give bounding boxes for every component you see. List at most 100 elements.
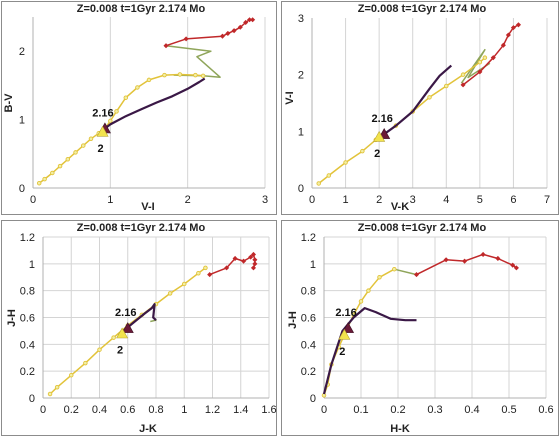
y-tick-label: 0.6 [20,313,35,325]
data-point-yellow [54,385,60,390]
y-tick-label: 0.4 [301,339,316,351]
chart-title: Z=0.008 t=1Gyr 2.174 Mo [358,3,487,15]
x-tick-label: 1.2 [205,404,220,416]
data-point-yellow [57,163,63,169]
marker-label-2-16: 2.16 [115,307,136,319]
x-tick-label: 6 [510,194,516,206]
y-tick-label: 0.6 [301,313,316,325]
data-point-red [250,251,257,257]
data-point-yellow [135,85,140,90]
data-point-yellow [200,73,206,79]
data-point-yellow [123,95,129,100]
y-axis-label: B-V [3,93,15,113]
x-tick-label: 0.6 [120,404,135,416]
y-tick-label: 0.4 [20,339,35,351]
y-axis-label: J-H [6,309,18,327]
data-point-yellow [50,170,55,176]
data-point-yellow [358,299,364,304]
data-point-yellow [477,59,483,65]
x-tick-label: 0.2 [64,404,79,416]
chart-panel: 0 1 2 3 4 5 6 7 0 1 2 3 Z=0.008 t=1Gyr 2.174 Mo V-K V-… [281,1,559,215]
data-point-red [462,258,468,264]
data-point-red [513,265,519,271]
marker-label-2-16: 2.16 [371,113,392,125]
marker-label-2-16: 2.16 [335,307,356,319]
series-line-dark [322,307,417,395]
data-point-yellow [444,83,449,89]
x-tick-label: 0 [30,194,36,206]
data-point-red [250,265,257,271]
y-tick-label: 2 [19,46,25,58]
data-point-yellow [47,391,53,397]
marker-label-2: 2 [374,148,380,160]
y-axis-label: J-H [287,311,299,329]
data-point-yellow [83,360,88,366]
y-tick-label: 0.8 [20,286,35,298]
chart-title: Z=0.008 t=1Gyr 2.174 Mo [77,3,206,15]
y-tick-label: 0 [29,393,35,405]
marker-label-2: 2 [339,346,345,358]
chart-panel: 0 1 2 3 0 1 2 Z=0.008 t=1Gyr 2.174 Mo V-I B-V 2.16… [1,1,277,215]
y-tick-label: 1 [19,115,25,127]
x-tick-label: 0.8 [148,404,163,416]
chart-title: Z=0.008 t=1Gyr 2.174 Mo [358,222,487,234]
x-tick-label: 1 [343,194,349,206]
series-line-dark [381,64,453,137]
x-tick-label: 3 [410,194,416,206]
data-point-yellow [68,372,74,378]
data-point-red [183,36,189,42]
x-tick-label: 7 [544,194,550,206]
y-tick-label: 1.2 [301,232,316,244]
data-point-yellow [377,275,382,280]
marker-triangle-2-16 [342,322,355,333]
y-tick-label: 1 [29,259,35,271]
series-line-olive [394,268,417,276]
panel-frame [1,1,277,215]
y-tick-label: 0.2 [301,366,316,378]
data-point-yellow [366,288,371,293]
data-point-yellow [111,335,116,340]
data-point-yellow [81,143,86,148]
y-tick-label: 0 [19,183,25,195]
y-axis-label: V-I [284,91,296,104]
y-tick-label: 2 [298,70,304,82]
x-axis-label: V-I [141,201,154,213]
x-tick-label: 0.6 [538,404,553,416]
data-point-yellow [88,136,94,142]
x-tick-label: 4 [443,194,449,206]
data-point-red [413,272,420,278]
chart-panel: 0 0.1 0.2 0.3 0.4 0.5 0.6 0 0.2 0.4 0.6 0.8 1 1.2 Z=0.… [281,220,559,436]
data-point-red [232,255,238,262]
data-point-yellow [343,160,348,165]
data-point-yellow [326,173,332,178]
data-point-yellow [360,148,365,154]
x-tick-label: 0 [321,404,327,416]
data-point-yellow [196,270,201,276]
y-tick-label: 1 [298,126,304,138]
data-point-yellow [65,157,71,162]
data-point-yellow [316,181,321,186]
x-tick-label: 0 [309,194,315,206]
panel-frame [281,220,559,436]
data-point-red [500,42,506,48]
data-point-yellow [146,77,152,83]
data-point-yellow [97,347,102,352]
chart-panel: 0 0.2 0.4 0.6 0.8 1 1.2 1.4 1.6 0 0.2 0.4 0.6 0.8 1 1.2… [1,220,277,436]
y-tick-label: 1.2 [20,232,35,244]
y-tick-label: 0.2 [20,366,35,378]
y-tick-label: 3 [298,13,304,25]
data-point-red [237,24,243,30]
x-tick-label: 0.3 [427,404,442,416]
marker-triangle-2-16 [121,322,134,333]
data-point-yellow [177,72,183,77]
marker-triangle-2 [373,130,386,142]
data-point-red [443,257,449,263]
x-axis-label: V-K [391,201,409,213]
data-point-yellow [203,265,208,271]
x-tick-label: 1 [107,194,113,206]
marker-label-2: 2 [117,345,123,357]
data-point-red [510,262,516,268]
x-tick-label: 0 [40,404,46,416]
